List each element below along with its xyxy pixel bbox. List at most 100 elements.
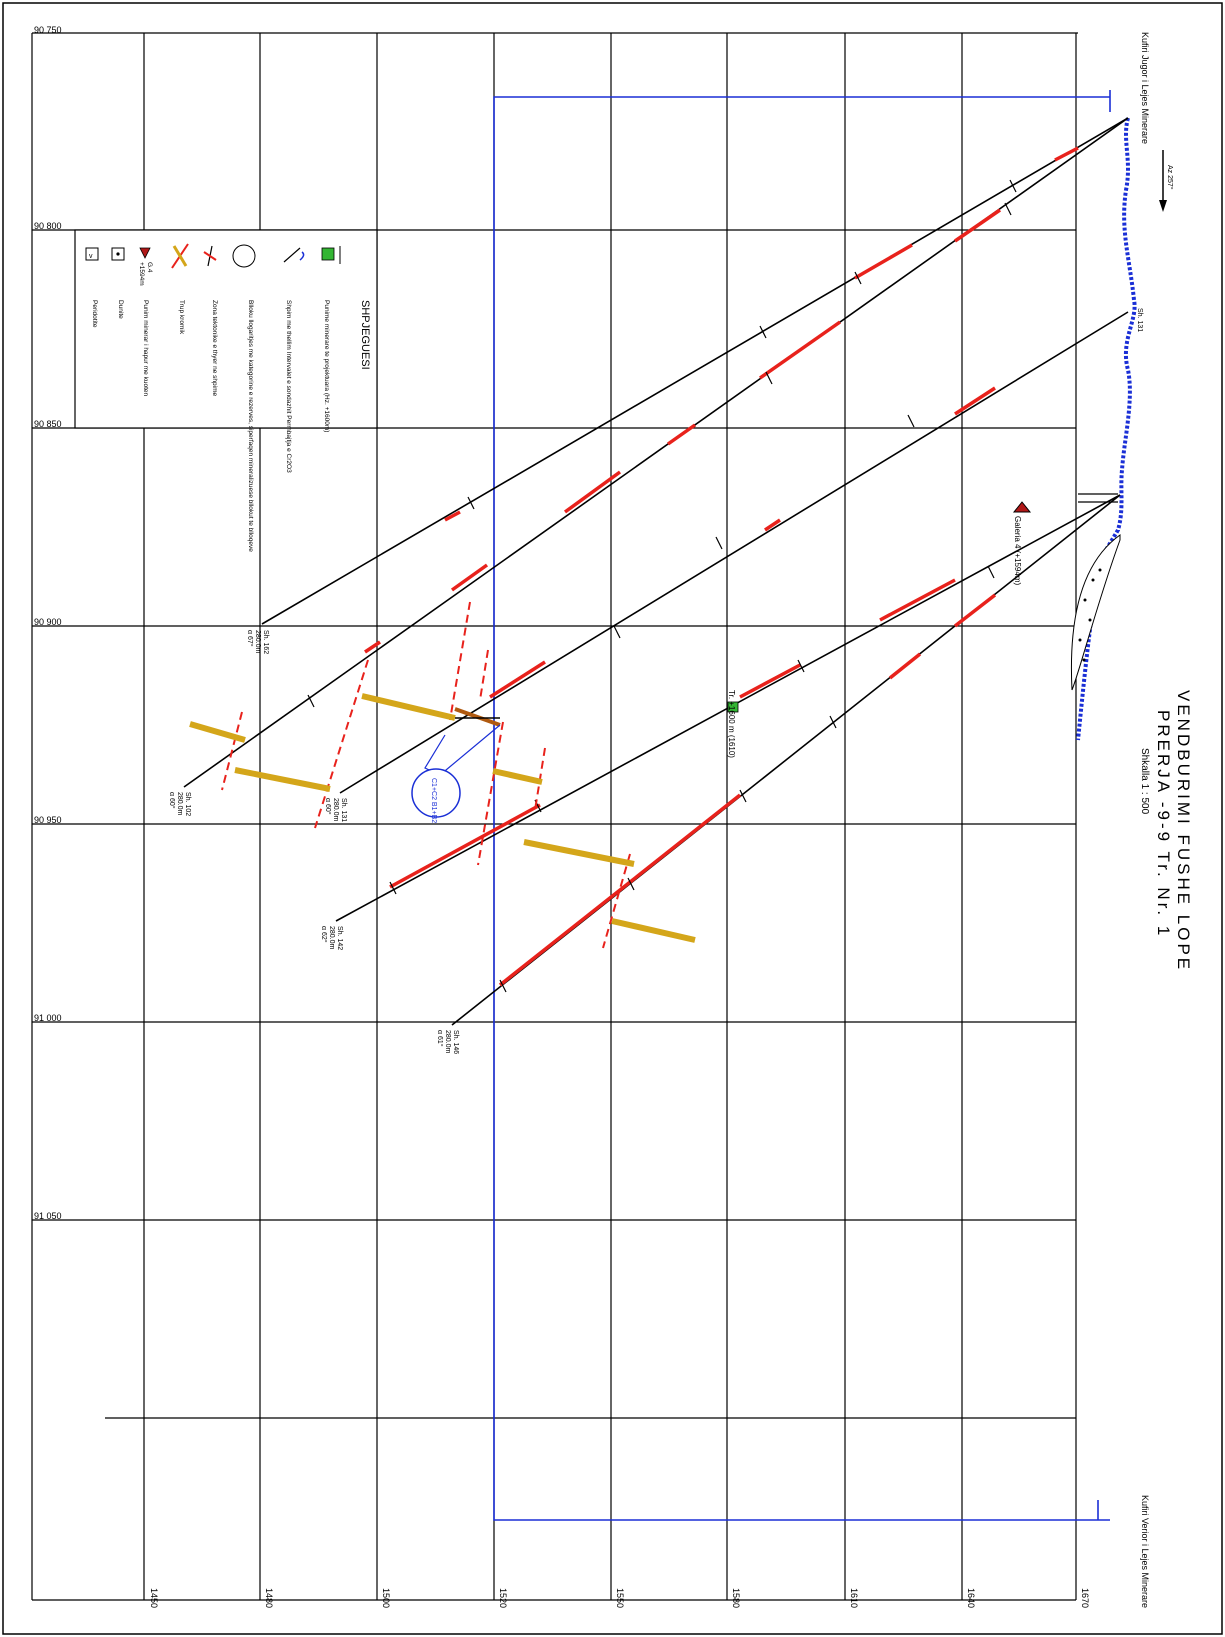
sample-tick — [613, 625, 621, 639]
green-trench-icon — [321, 247, 335, 261]
grid-y-label: 90 750 — [34, 25, 62, 35]
legend-item-label: Punime minerare te projektuara (Hz. +160… — [323, 300, 330, 432]
drillhole-labels: Sh. 162 280.0m α 67° Sh. 102 280.0m α 60… — [168, 630, 459, 1054]
dunite-dot — [1091, 578, 1095, 582]
drillhole-icon — [283, 247, 301, 263]
title-scale: Shkalla 1 : 500 — [1139, 748, 1150, 815]
legend-item-elev: +1594m — [138, 262, 145, 286]
reserve-leader — [424, 724, 501, 776]
hole-name: Sh. 162 — [262, 630, 269, 654]
sample-tick — [1004, 202, 1012, 216]
title-block: VENDBURIMI FUSHE LOPE PRERJA -9-9 Tr. Nr… — [1139, 690, 1193, 972]
sample-tick — [829, 715, 837, 729]
boundary-polyline — [493, 96, 1110, 1521]
reserve-block-bar — [454, 707, 501, 727]
grid-y-label: 90 950 — [34, 815, 62, 825]
dunite-dot — [1098, 568, 1102, 572]
sample-tick — [715, 536, 723, 550]
north-boundary-label: Kufiri Verior i Lejes Minerare — [1140, 1495, 1150, 1608]
reserve-circle-label: C1+C2 B1+B2 — [430, 778, 437, 823]
legend: SHPJEGUESI Punime minerare te projektuar… — [74, 229, 378, 552]
grid-x-label: 1500 — [381, 1588, 391, 1608]
legend-item-label: Punim minerar i hapur me kuoten — [142, 300, 149, 396]
fault-zone-line — [221, 711, 243, 791]
sample-tick — [499, 979, 507, 993]
hole-depth: 280.0m — [444, 1030, 451, 1054]
legend-item-label: Dunite — [117, 300, 124, 319]
mineralized-interval — [764, 518, 781, 532]
sample-tick — [765, 371, 773, 385]
mineralized-interval — [444, 510, 461, 522]
fault-zone-line — [477, 721, 504, 866]
gallery-icon — [139, 247, 151, 259]
legend-gold-marker — [172, 245, 188, 267]
dunite-dot — [1083, 598, 1087, 602]
mineralized-interval — [489, 660, 546, 699]
chromite-body — [234, 767, 331, 792]
sample-tick — [627, 877, 635, 891]
sample-tick — [907, 414, 915, 428]
grid-y-label: 90 800 — [34, 221, 62, 231]
trench-icon — [727, 701, 739, 713]
legend-item-label: Trup kromik — [178, 300, 185, 335]
sample-tick — [739, 789, 747, 803]
reserve-block: C1+C2 B1+B2 — [411, 707, 501, 823]
mineralized-interval — [739, 663, 801, 699]
mineralized-interval — [854, 243, 913, 280]
legend-dot — [116, 252, 120, 256]
legend-title: SHPJEGUESI — [359, 300, 371, 370]
south-boundary-label: Kufiri Jugor i Lejes Minerare — [1140, 32, 1150, 144]
sample-tick — [987, 565, 995, 579]
hole-depth: 280.0m — [254, 630, 261, 654]
mineralized-interval — [666, 423, 697, 446]
sample-tick — [307, 694, 315, 708]
hole-depth: 280.0m — [332, 798, 339, 822]
hole-dip: α 62° — [320, 926, 328, 943]
azimuth-indicator: Az 257° — [1159, 150, 1174, 212]
grid-y-label: 90 900 — [34, 617, 62, 627]
grid-y-label: 91 050 — [34, 1211, 62, 1221]
mineralized-interval — [953, 593, 997, 628]
license-boundary — [493, 90, 1111, 1521]
reserve-circle — [411, 768, 461, 818]
hole-dip: α 60° — [168, 792, 176, 809]
hole-name: Sh. 102 — [184, 792, 191, 816]
trench-label: Tr. +1600 m (1610) — [727, 690, 736, 758]
azimuth-label: Az 257° — [1166, 165, 1174, 190]
grid-x-label: 1640 — [966, 1588, 976, 1608]
fault-zone-line — [449, 601, 471, 721]
dunite-dot — [1078, 638, 1082, 642]
drillhole-line-h1 — [261, 117, 1129, 625]
legend-red-marker — [203, 251, 217, 261]
chromite-bodies — [189, 693, 696, 943]
grid-x-label: 1670 — [1080, 1588, 1090, 1608]
grid-x-label: 1480 — [264, 1588, 274, 1608]
gallery-icon — [1012, 501, 1032, 513]
chromite-body — [611, 918, 696, 943]
fault-zone-line — [602, 853, 631, 949]
hole-dip: α 67° — [246, 630, 254, 647]
legend-frame — [74, 229, 378, 429]
mineralized-interval — [498, 793, 742, 987]
chromite-body — [492, 768, 543, 785]
sample-tick — [1009, 179, 1017, 193]
chromite-body — [361, 693, 456, 721]
legend-item-label: Peridotite — [91, 300, 98, 328]
hole-name: Sh. 131 — [340, 798, 347, 822]
sample-tick — [759, 325, 767, 339]
mineralized-interval — [888, 652, 922, 680]
hole-depth: 280.0m — [328, 926, 335, 950]
grid-x-label: 1610 — [849, 1588, 859, 1608]
legend-item-code: G.4 — [146, 262, 153, 273]
grid-y-label: 91 000 — [34, 1013, 62, 1023]
hole-dip: α 61° — [436, 1030, 444, 1047]
hole-name: Sh. 146 — [452, 1030, 459, 1054]
azimuth-arrow-icon — [1159, 200, 1167, 212]
legend-item-label: Shpim me thellim Intervalet e sondazhit … — [285, 300, 292, 473]
hole-dip: α 60° — [324, 798, 332, 815]
dunite-dots — [1078, 568, 1102, 662]
mineralized-interval — [954, 386, 996, 416]
mineralized-interval — [364, 640, 381, 654]
mineralized-interval — [389, 803, 541, 889]
